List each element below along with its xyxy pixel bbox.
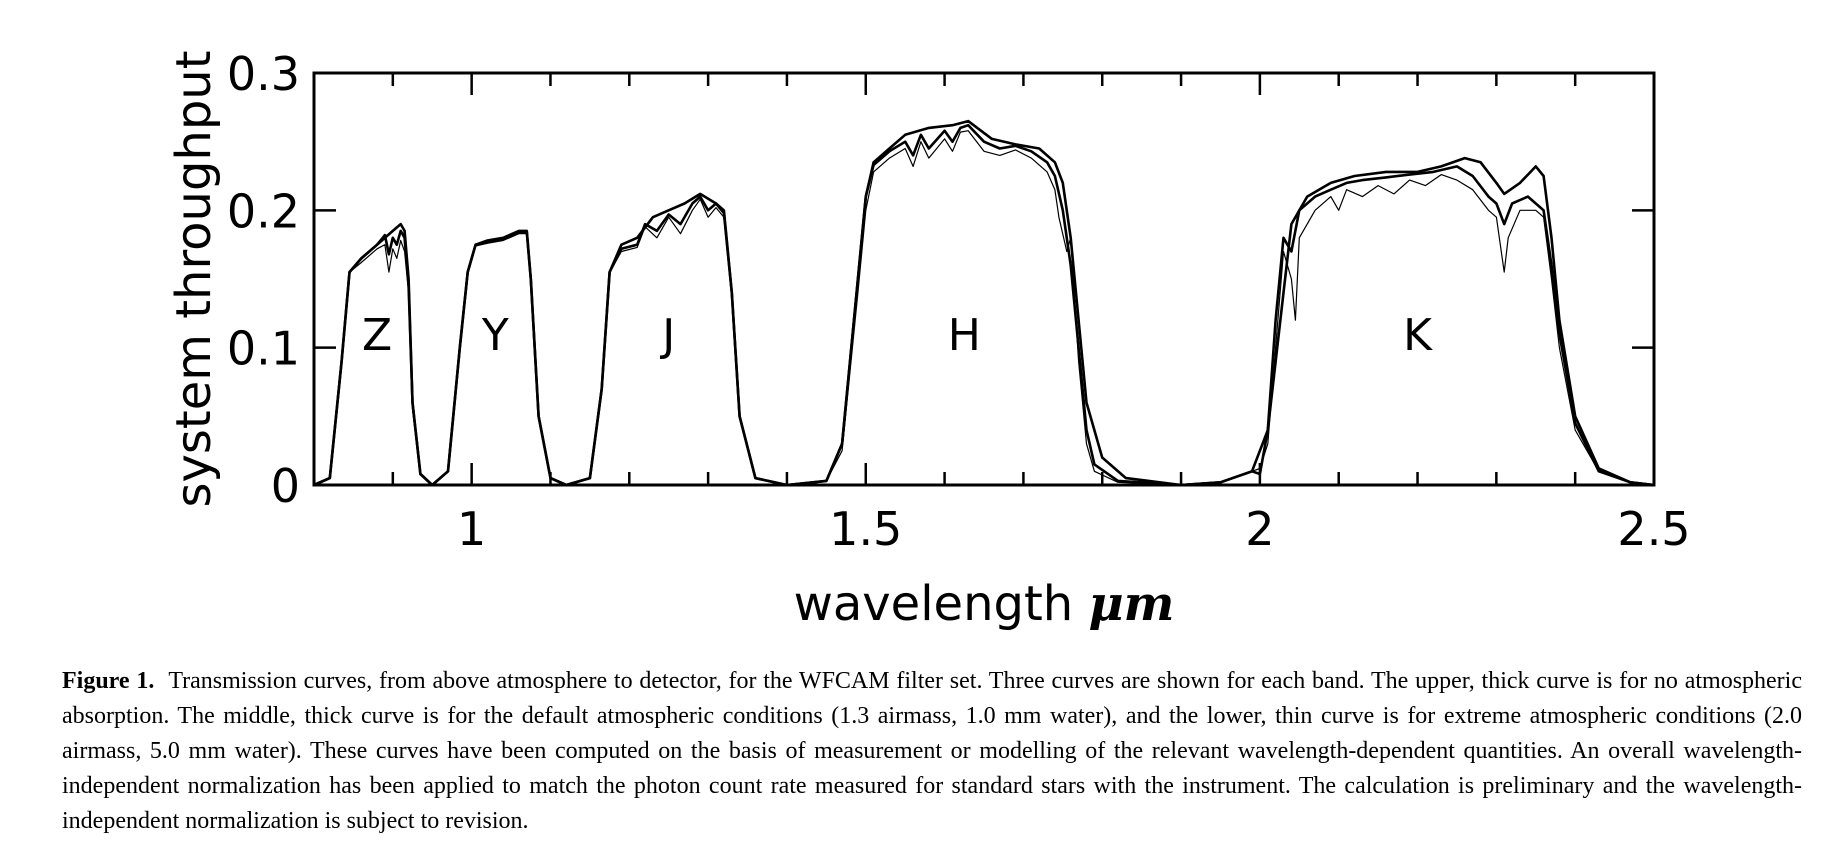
y-tick-label: 0 (271, 459, 300, 513)
y-tick-label: 0.1 (227, 322, 300, 376)
curve-j-0 (565, 192, 788, 487)
throughput-chart: Z Y J H K 1 1.5 2 2.5 0 0.1 0.2 0.3 wavelength μm s… (166, 47, 1691, 632)
x-tick-label: 1 (457, 502, 486, 556)
band-label-y: Y (481, 310, 509, 361)
curve-z-2 (313, 239, 433, 486)
ticks-group (314, 73, 1654, 485)
band-label-h: H (948, 310, 981, 361)
band-label-z: Z (362, 310, 392, 361)
curve-k-0 (1181, 156, 1655, 487)
plot-frame (312, 71, 1656, 487)
x-axis-unit: μm (1088, 576, 1174, 632)
curve-k-2 (1181, 174, 1655, 486)
x-tick-label: 1.5 (829, 502, 902, 556)
band-label-j: J (659, 310, 675, 361)
y-tick-label: 0.3 (227, 47, 300, 101)
figure-caption-text: Transmission curves, from above atmosphe… (62, 668, 1802, 834)
tick-labels-group: 1 1.5 2 2.5 0 0.1 0.2 0.3 (227, 47, 1691, 556)
x-tick-label: 2 (1245, 502, 1274, 556)
band-label-k: K (1403, 310, 1433, 361)
curve-h-0 (786, 119, 1182, 487)
x-tick-label: 2.5 (1617, 502, 1690, 556)
curves-group (313, 119, 1655, 487)
y-axis-title: system throughput (166, 50, 222, 507)
curve-y-2 (431, 233, 567, 486)
figure-caption: Figure 1. Transmission curves, from above… (62, 664, 1802, 839)
curve-h-2 (786, 130, 1182, 486)
curve-j-2 (566, 198, 788, 486)
x-axis-title: wavelength μm (794, 576, 1175, 632)
curve-k-1 (1181, 165, 1655, 487)
curve-h-1 (786, 123, 1182, 487)
curve-j-1 (565, 195, 788, 487)
y-tick-label: 0.2 (227, 184, 300, 238)
figure-caption-label: Figure 1. (62, 668, 155, 694)
